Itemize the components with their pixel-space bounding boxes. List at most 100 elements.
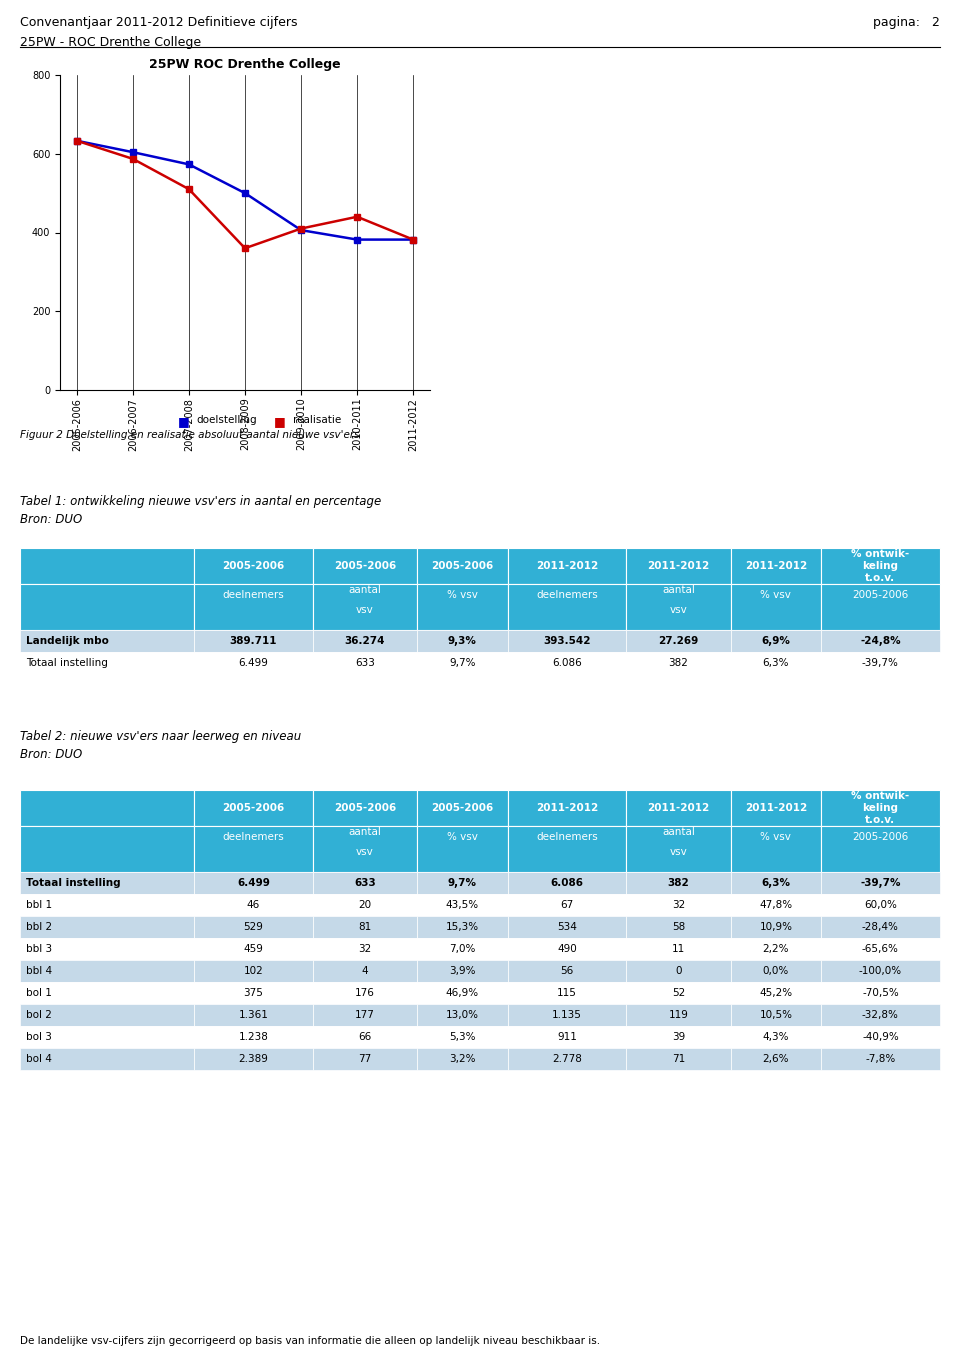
Text: ■: ■ [178,415,189,428]
Text: 2011-2012: 2011-2012 [745,803,807,813]
Text: bol 3: bol 3 [26,1031,52,1042]
Text: keling: keling [862,561,899,570]
Text: vsv: vsv [356,605,373,616]
Text: 911: 911 [557,1031,577,1042]
Text: Figuur 2 Doelstelling en realisatie absoluut aantal nieuwe vsv'ers: Figuur 2 Doelstelling en realisatie abso… [20,430,360,440]
Text: 27.269: 27.269 [659,636,699,646]
Text: Convenantjaar 2011-2012 Definitieve cijfers: Convenantjaar 2011-2012 Definitieve cijf… [20,16,298,29]
Text: 6,9%: 6,9% [761,636,790,646]
Text: 13,0%: 13,0% [445,1010,479,1021]
Text: 81: 81 [358,922,372,932]
Text: 9,3%: 9,3% [448,636,477,646]
Text: aantal: aantal [662,828,695,837]
Text: 2005-2006: 2005-2006 [334,803,396,813]
Text: 67: 67 [561,900,573,910]
Text: 177: 177 [355,1010,375,1021]
Text: 2011-2012: 2011-2012 [647,561,709,570]
Text: 4: 4 [362,966,369,975]
Text: 39: 39 [672,1031,685,1042]
Text: 2005-2006: 2005-2006 [431,561,493,570]
Text: 2,6%: 2,6% [762,1053,789,1064]
Text: -7,8%: -7,8% [865,1053,896,1064]
Text: aantal: aantal [348,586,381,595]
Text: 3,9%: 3,9% [449,966,475,975]
Text: % vsv: % vsv [447,590,478,599]
Text: 4,3%: 4,3% [762,1031,789,1042]
Text: Bron: DUO: Bron: DUO [20,748,83,762]
Text: 6.086: 6.086 [552,658,582,668]
Text: De landelijke vsv-cijfers zijn gecorrigeerd op basis van informatie die alleen o: De landelijke vsv-cijfers zijn gecorrige… [20,1337,600,1346]
Text: 2.778: 2.778 [552,1053,582,1064]
Text: 115: 115 [557,988,577,999]
Text: -32,8%: -32,8% [862,1010,899,1021]
Text: 2011-2012: 2011-2012 [745,561,807,570]
Text: vsv: vsv [670,605,687,616]
Text: 45,2%: 45,2% [759,988,793,999]
Text: % vsv: % vsv [760,590,791,599]
Text: keling: keling [862,803,899,813]
Text: doelstelling: doelstelling [197,415,257,425]
Text: 32: 32 [358,944,372,953]
Text: 1.361: 1.361 [238,1010,268,1021]
Text: aantal: aantal [662,586,695,595]
Text: % ontwik-: % ontwik- [852,791,909,802]
Text: 2011-2012: 2011-2012 [536,561,598,570]
Text: 7,0%: 7,0% [449,944,475,953]
Text: 6,3%: 6,3% [761,878,790,888]
Text: 459: 459 [244,944,263,953]
Text: Totaal instelling: Totaal instelling [26,878,121,888]
Text: Totaal instelling: Totaal instelling [26,658,108,668]
Text: 10,5%: 10,5% [759,1010,792,1021]
Text: 71: 71 [672,1053,685,1064]
Text: 382: 382 [668,658,688,668]
Text: 43,5%: 43,5% [445,900,479,910]
Text: bbl 1: bbl 1 [26,900,52,910]
Text: bol 4: bol 4 [26,1053,52,1064]
Text: 382: 382 [668,878,689,888]
Text: -24,8%: -24,8% [860,636,900,646]
Text: deelnemers: deelnemers [223,832,284,841]
Text: 60,0%: 60,0% [864,900,897,910]
Text: 25PW - ROC Drenthe College: 25PW - ROC Drenthe College [20,36,202,49]
Text: 2005-2006: 2005-2006 [223,561,284,570]
Text: 11: 11 [672,944,685,953]
Text: 36.274: 36.274 [345,636,385,646]
Text: 2.389: 2.389 [238,1053,268,1064]
Text: 0,0%: 0,0% [763,966,789,975]
Text: vsv: vsv [356,847,373,856]
Text: realisatie: realisatie [293,415,341,425]
Text: -28,4%: -28,4% [862,922,899,932]
Text: pagina:   2: pagina: 2 [873,16,940,29]
Text: vsv: vsv [670,847,687,856]
Text: 2005-2006: 2005-2006 [852,832,908,841]
Text: 66: 66 [358,1031,372,1042]
Text: 9,7%: 9,7% [449,658,475,668]
Text: -39,7%: -39,7% [862,658,899,668]
Text: 2011-2012: 2011-2012 [647,803,709,813]
Text: 2005-2006: 2005-2006 [334,561,396,570]
Text: Landelijk mbo: Landelijk mbo [26,636,108,646]
Text: 6.499: 6.499 [238,658,268,668]
Text: 15,3%: 15,3% [445,922,479,932]
Text: -70,5%: -70,5% [862,988,899,999]
Text: 2005-2006: 2005-2006 [852,590,908,599]
Text: deelnemers: deelnemers [223,590,284,599]
Text: 2005-2006: 2005-2006 [223,803,284,813]
Text: 3,2%: 3,2% [449,1053,475,1064]
Text: 52: 52 [672,988,685,999]
Text: 1.135: 1.135 [552,1010,582,1021]
Text: 1.238: 1.238 [238,1031,268,1042]
Text: 102: 102 [244,966,263,975]
Text: 176: 176 [355,988,375,999]
Text: % ontwik-: % ontwik- [852,549,909,560]
Text: 490: 490 [557,944,577,953]
Text: 2011-2012: 2011-2012 [536,803,598,813]
Text: 20: 20 [358,900,372,910]
Text: bbl 4: bbl 4 [26,966,52,975]
Text: t.o.v.: t.o.v. [865,573,896,583]
Text: 6,3%: 6,3% [762,658,789,668]
Text: 6.499: 6.499 [237,878,270,888]
Text: 9,7%: 9,7% [448,878,477,888]
Text: bbl 2: bbl 2 [26,922,52,932]
Title: 25PW ROC Drenthe College: 25PW ROC Drenthe College [149,57,341,71]
